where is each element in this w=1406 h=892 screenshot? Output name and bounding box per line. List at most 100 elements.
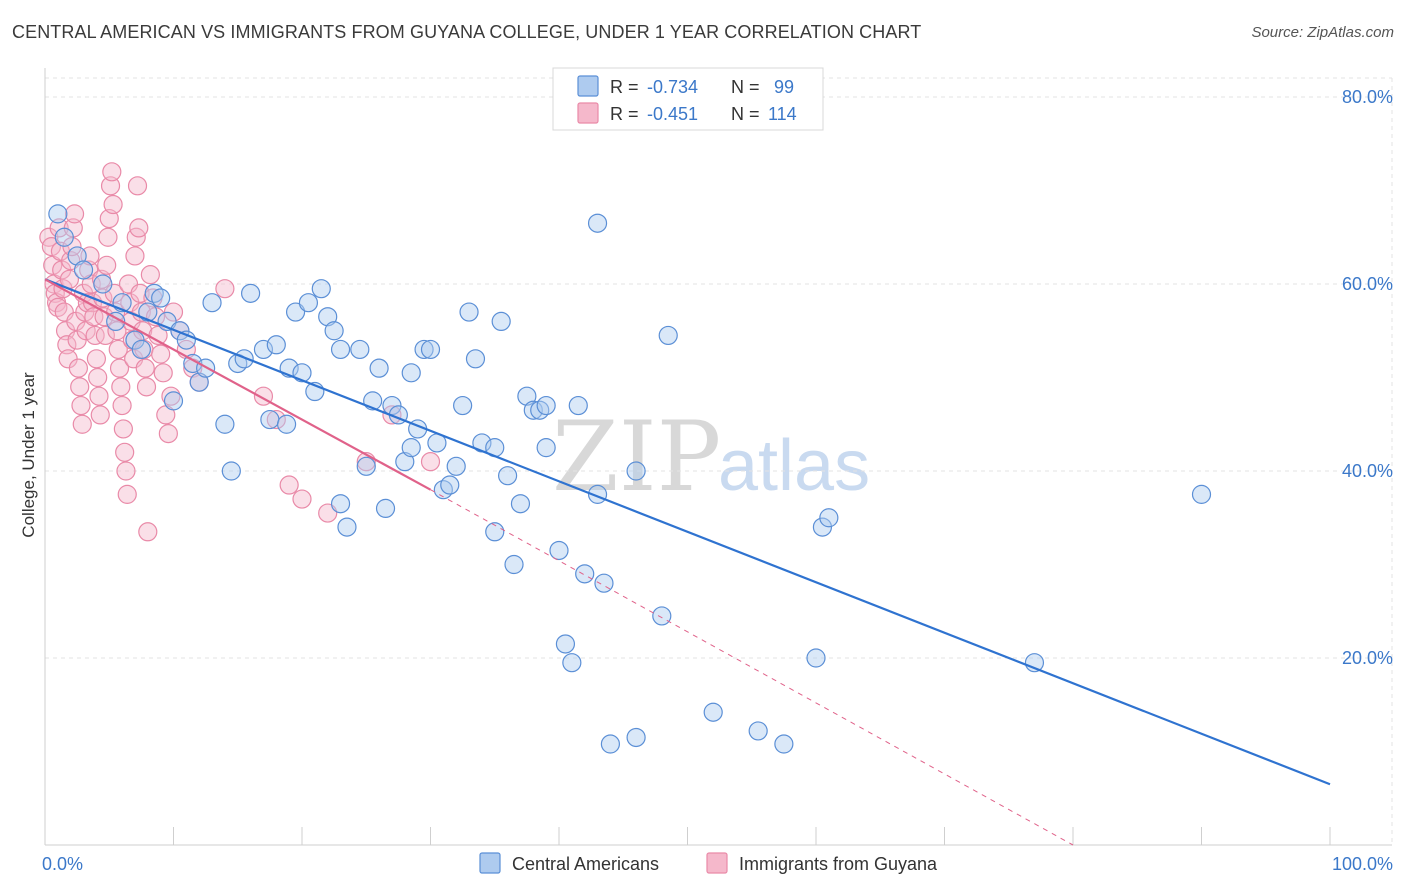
guyana-point [266,409,286,430]
guyana-point [95,325,115,346]
central-american-point [523,400,543,420]
central-american-point [748,721,768,741]
central-american-point [138,302,158,322]
central-american-point [812,517,833,537]
central-american-point [375,498,396,518]
central-american-point [414,339,434,360]
guyana-point [136,377,157,397]
central-american-point [568,395,588,416]
guyana-point [116,461,136,481]
guyana-point [70,377,90,397]
central-american-point [48,204,68,224]
x-tick-label-min: 0.0% [42,854,83,874]
legend-swatch-guyana [577,102,599,124]
guyana-point [85,325,105,346]
legend-n-value-1: 99 [774,77,794,97]
central-american-point [106,311,126,331]
y-tick-label-2: 60.0% [1342,274,1393,294]
central-american-point [234,349,254,369]
guyana-point [90,405,110,425]
legend-r-value-1: -0.734 [647,77,698,97]
central-american-point [401,363,421,383]
central-american-point [652,606,672,626]
central-american-point [163,391,184,411]
guyana-point [49,218,69,238]
guyana-point [163,302,184,322]
legend-n-label-1: N = [731,77,760,97]
central-american-point [151,288,171,308]
central-american-point [221,461,241,481]
guyana-point [68,358,89,378]
central-american-point [125,330,145,350]
central-american-point [318,307,338,327]
guyana-point [111,377,131,397]
central-american-point [395,452,415,472]
legend-r-label-1: R = [610,77,639,97]
series-legend: Central Americans Immigrants from Guyana [479,852,938,874]
central-american-point [369,358,389,378]
guyana-point [89,386,109,406]
guyana-point [215,279,235,299]
central-american-point [459,302,479,322]
central-american-point [446,456,466,476]
guyana-point [71,395,91,416]
central-american-point [350,339,370,360]
guyana-point [138,522,158,542]
bottom-legend-label-guyana: Immigrants from Guyana [739,854,938,874]
legend-n-value-2: 114 [768,104,797,124]
central-american-point [549,540,569,561]
legend-r-value-2: -0.451 [647,104,698,124]
guyana-point [57,335,77,355]
central-american-point [73,260,94,280]
central-american-point [562,653,582,673]
guyana-point [153,363,173,383]
guyana-point [151,344,171,364]
guyana-point [140,265,160,285]
central-american-point [587,213,608,233]
central-american-point [626,727,646,748]
trend-line-central-americans [44,278,1331,786]
central-american-point [420,339,441,360]
guyana-point [117,484,137,504]
central-american-point [440,475,460,495]
central-american-point [401,438,421,458]
guyana-point [112,395,132,416]
bottom-legend-swatch-central-americans [479,852,501,874]
legend-r-label-2: R = [610,104,639,124]
correlation-legend: R = -0.734 N = 99 R = -0.451 N = 114 [552,67,824,131]
central-american-point [183,353,203,374]
central-american-point [54,227,74,247]
central-american-point [536,395,556,416]
central-american-point [292,363,312,383]
central-american-point [703,702,723,722]
central-american-point [189,372,209,392]
guyana-point [115,442,135,462]
central-american-point [202,293,222,313]
bottom-legend-label-central-americans: Central Americans [512,854,659,874]
guyana-point [135,358,155,378]
central-american-point [131,339,151,360]
legend-n-label-2: N = [731,104,760,124]
guyana-point [100,176,121,196]
central-american-point [555,634,576,654]
central-american-point [658,325,678,346]
y-tick-label-1: 40.0% [1342,461,1393,481]
central-american-point [517,386,537,406]
central-american-point [1191,484,1212,504]
central-american-point [575,564,595,584]
source-label: Source: ZipAtlas.com [1251,24,1394,41]
guyana-point [86,349,107,369]
central-american-point [330,339,351,360]
central-american-point [600,734,621,754]
central-american-point [241,283,261,303]
chart-title: CENTRAL AMERICAN VS IMMIGRANTS FROM GUYA… [12,22,922,42]
guyana-point [64,204,85,224]
central-american-point [337,517,357,537]
guyana-point [113,419,133,439]
central-american-point [504,554,524,575]
central-american-point [498,466,518,486]
guyana-point [129,218,149,238]
guyana-point [103,194,123,215]
central-american-point [253,339,274,360]
central-american-point [260,409,280,430]
